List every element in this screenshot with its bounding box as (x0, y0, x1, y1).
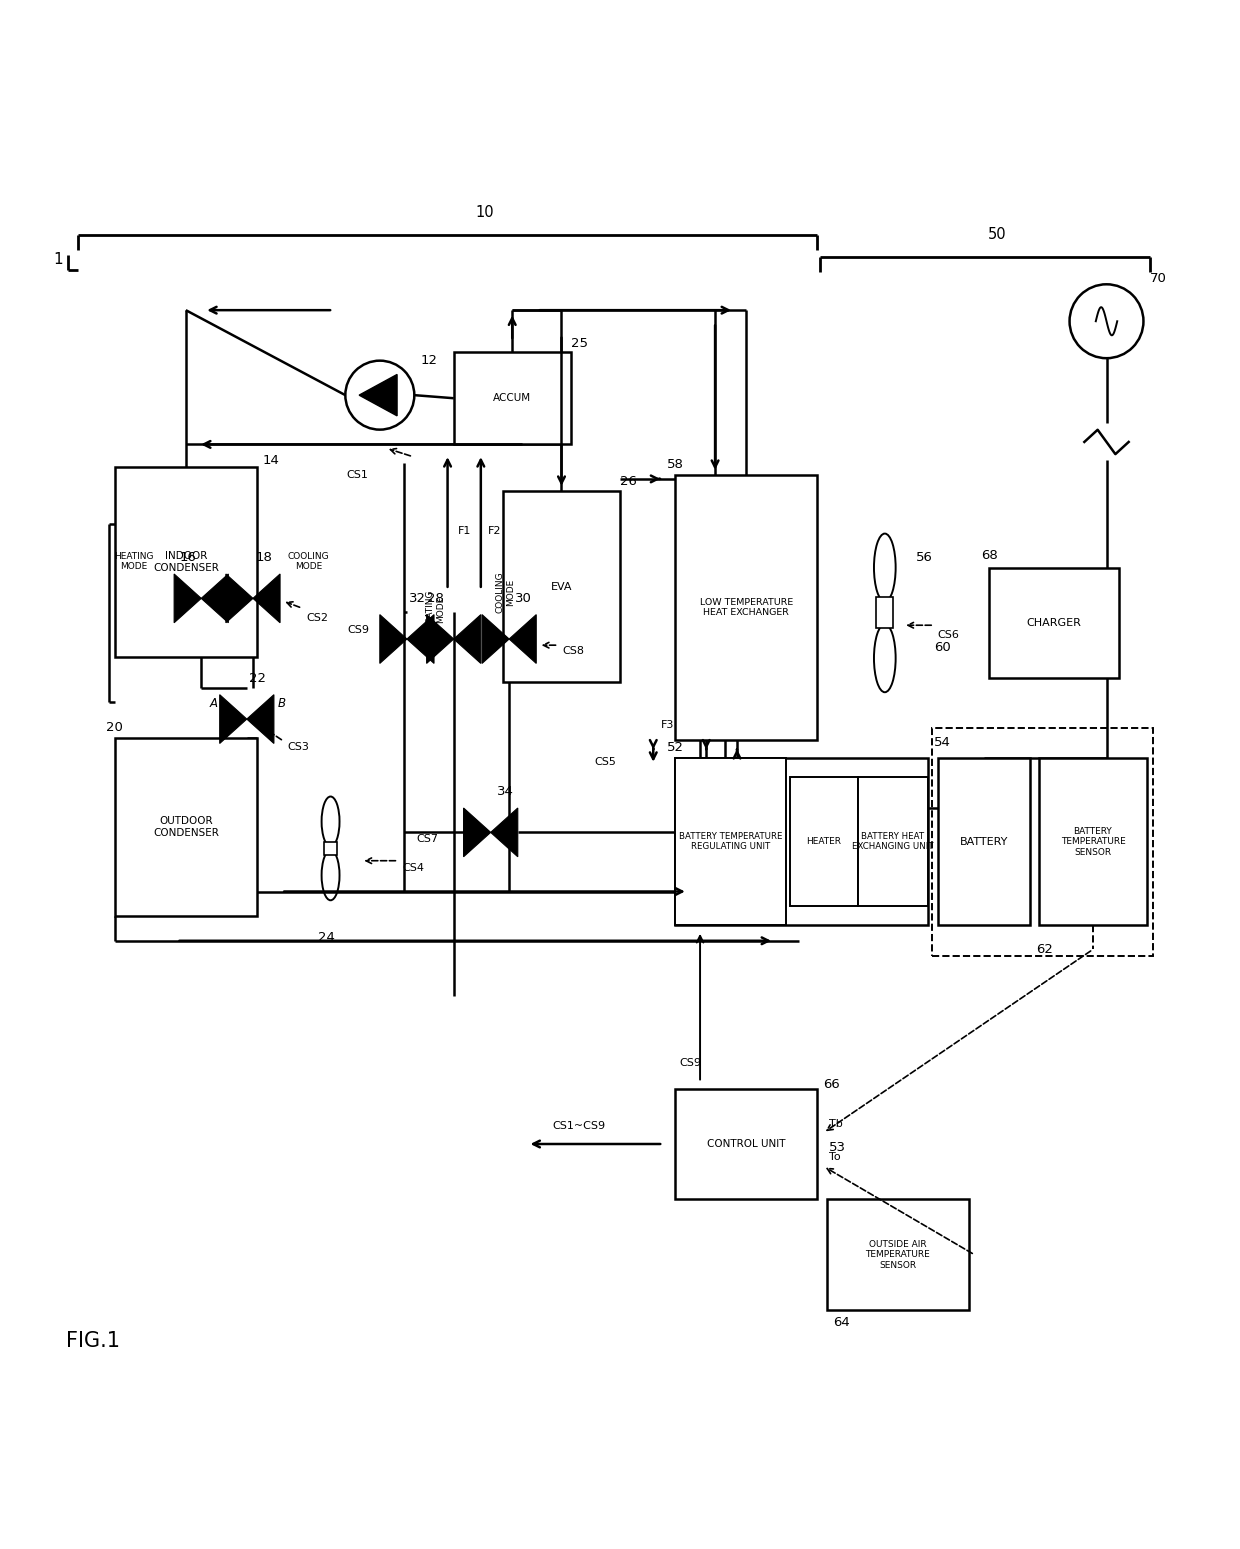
Text: CS6: CS6 (937, 629, 960, 640)
Text: 16: 16 (179, 551, 196, 564)
Text: 62: 62 (1037, 943, 1053, 956)
Text: 50: 50 (987, 226, 1006, 242)
Text: 66: 66 (823, 1078, 839, 1092)
Text: CS4: CS4 (402, 863, 424, 872)
Text: BATTERY TEMPERATURE
REGULATING UNIT: BATTERY TEMPERATURE REGULATING UNIT (680, 832, 782, 852)
Text: INDOOR
CONDENSER: INDOOR CONDENSER (153, 551, 218, 573)
Text: HEATING
MODE: HEATING MODE (114, 551, 154, 572)
Bar (115, 737, 257, 915)
Text: 1: 1 (53, 252, 63, 266)
Text: F3: F3 (661, 720, 675, 730)
Text: CHARGER: CHARGER (1027, 618, 1081, 627)
Text: BATTERY: BATTERY (960, 836, 1008, 847)
Text: CS3: CS3 (288, 742, 309, 751)
Bar (115, 466, 257, 657)
Text: COOLING
MODE: COOLING MODE (496, 572, 515, 613)
Text: CS1: CS1 (346, 469, 368, 480)
Text: 64: 64 (833, 1317, 849, 1329)
Bar (790, 778, 858, 906)
Text: 34: 34 (497, 785, 513, 798)
Polygon shape (253, 575, 280, 623)
Bar (676, 476, 817, 740)
Polygon shape (379, 615, 407, 663)
Text: CS7: CS7 (417, 835, 439, 844)
Text: EVA: EVA (551, 582, 572, 592)
Bar (676, 759, 786, 925)
Text: CS1~CS9: CS1~CS9 (552, 1121, 605, 1131)
Text: 30: 30 (516, 592, 532, 604)
Text: 22: 22 (249, 672, 267, 685)
Bar (858, 778, 928, 906)
Bar (324, 843, 337, 855)
Text: CS8: CS8 (562, 646, 584, 655)
Text: To: To (830, 1152, 841, 1162)
Text: BATTERY
TEMPERATURE
SENSOR: BATTERY TEMPERATURE SENSOR (1060, 827, 1126, 857)
Bar (676, 759, 928, 925)
Polygon shape (174, 575, 201, 623)
Text: F1: F1 (458, 527, 471, 536)
Text: BATTERY HEAT
EXCHANGING UNIT: BATTERY HEAT EXCHANGING UNIT (852, 832, 934, 852)
Text: CS9: CS9 (680, 1058, 701, 1069)
Polygon shape (427, 615, 454, 663)
Text: 60: 60 (934, 641, 951, 654)
Text: 24: 24 (319, 931, 335, 943)
Text: 25: 25 (570, 338, 588, 350)
Text: 52: 52 (667, 740, 683, 754)
Text: 26: 26 (620, 476, 637, 488)
Bar (827, 1199, 968, 1310)
Bar (931, 728, 1153, 956)
Text: B: B (278, 697, 285, 709)
Polygon shape (360, 375, 397, 415)
Bar (937, 759, 1030, 925)
Text: 32: 32 (409, 592, 427, 604)
Text: F2: F2 (489, 527, 502, 536)
Text: COOLING
MODE: COOLING MODE (288, 551, 329, 572)
Text: 58: 58 (667, 457, 683, 471)
Text: OUTSIDE AIR
TEMPERATURE
SENSOR: OUTSIDE AIR TEMPERATURE SENSOR (866, 1239, 930, 1270)
Bar (676, 1089, 817, 1199)
Polygon shape (226, 575, 253, 623)
Text: 18: 18 (255, 551, 273, 564)
Text: 20: 20 (107, 722, 123, 734)
Text: CS5: CS5 (594, 756, 616, 767)
Text: CS2: CS2 (306, 612, 327, 623)
Text: Tb: Tb (830, 1118, 843, 1129)
Text: ACCUM: ACCUM (494, 393, 531, 403)
Polygon shape (464, 809, 491, 857)
Polygon shape (407, 615, 434, 663)
Bar (503, 491, 620, 682)
Polygon shape (491, 809, 518, 857)
Text: FIG.1: FIG.1 (66, 1331, 120, 1351)
Text: OUTDOOR
CONDENSER: OUTDOOR CONDENSER (153, 816, 218, 838)
Text: 53: 53 (830, 1142, 847, 1154)
Text: 28: 28 (427, 592, 444, 604)
Text: 56: 56 (915, 551, 932, 564)
Bar (990, 567, 1118, 678)
Bar (454, 352, 570, 445)
Text: HEATER: HEATER (806, 836, 842, 846)
Text: LOW TEMPERATURE
HEAT EXCHANGER: LOW TEMPERATURE HEAT EXCHANGER (699, 598, 792, 618)
Text: 70: 70 (1149, 271, 1167, 285)
Bar (1039, 759, 1147, 925)
Polygon shape (219, 694, 247, 744)
Text: A: A (210, 697, 218, 709)
Polygon shape (510, 615, 536, 663)
Text: 54: 54 (934, 736, 951, 750)
Bar (877, 598, 894, 629)
Text: 68: 68 (981, 548, 998, 562)
Text: 10: 10 (475, 204, 494, 220)
Text: 14: 14 (263, 454, 280, 466)
Polygon shape (201, 575, 228, 623)
Text: 12: 12 (420, 355, 438, 367)
Text: CONTROL UNIT: CONTROL UNIT (707, 1139, 785, 1149)
Text: CS9: CS9 (347, 624, 370, 635)
Polygon shape (482, 615, 510, 663)
Polygon shape (454, 615, 481, 663)
Text: HEATING
MODE: HEATING MODE (425, 590, 445, 629)
Polygon shape (247, 694, 274, 744)
